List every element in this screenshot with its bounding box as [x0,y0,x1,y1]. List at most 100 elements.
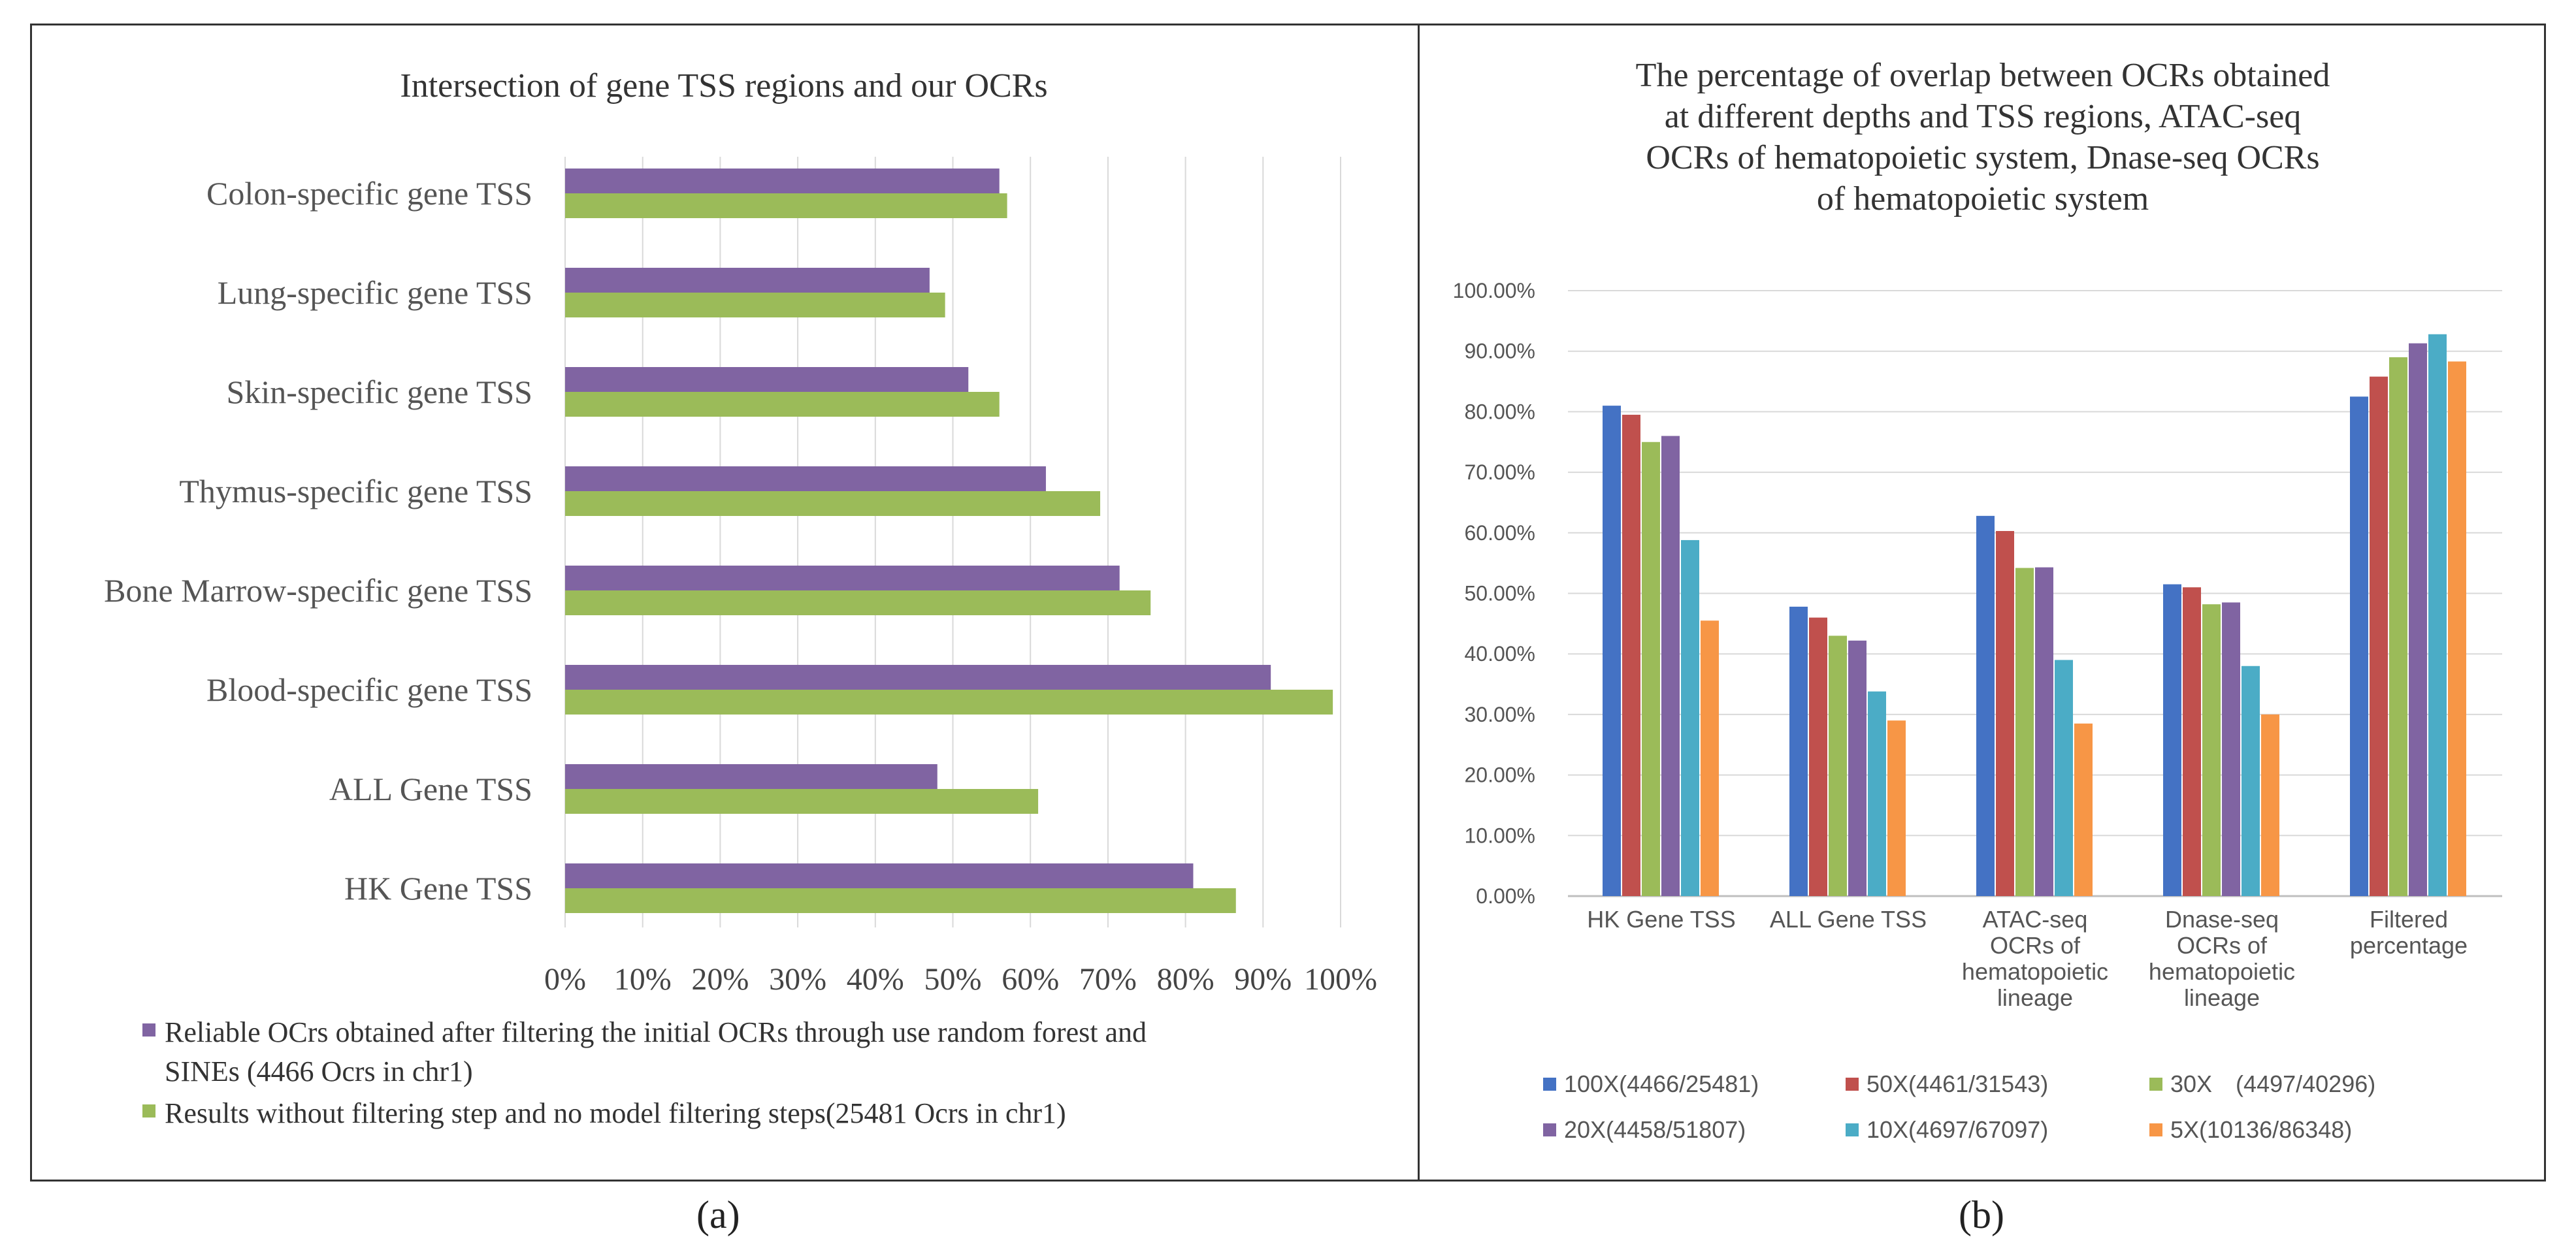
chart-a-x-tick-label: 20% [691,962,749,997]
chart-b-y-tick-label: 40.00% [1464,642,1535,666]
chart-a-legend-swatch [142,1104,155,1117]
chart-b-y-tick-label: 20.00% [1464,764,1535,787]
chart-a-bar [565,268,930,293]
chart-a-bar [565,169,1000,193]
chart-b-y-tick-label: 10.00% [1464,824,1535,847]
chart-a-legend-swatch [142,1023,155,1037]
chart-b-category-label: OCRs of [2177,932,2268,959]
chart-b-legend-label: 30X (4497/40296) [2170,1070,2375,1097]
chart-b-y-tick-label: 100.00% [1453,279,1535,302]
chart-a: Intersection of gene TSS regions and our… [104,67,1377,1129]
chart-a-x-tick-label: 40% [847,962,904,997]
chart-b-title-line: of hematopoietic system [1817,180,2149,217]
chart-b-bar [1976,515,1995,896]
chart-b-category-label: hematopoietic [2149,958,2295,985]
chart-a-x-tick-label: 90% [1234,962,1292,997]
chart-a-bar [565,392,1000,417]
panel-divider [1418,24,1420,1182]
chart-b-legend-label: 100X(4466/25481) [1564,1070,1759,1097]
chart-b-bar [2074,723,2093,896]
chart-b-bar [2261,714,2279,896]
chart-a-category-label: Skin-specific gene TSS [227,374,532,410]
chart-a-bar [565,193,1007,218]
chart-b-legend-label: 10X(4697/67097) [1867,1116,2048,1143]
chart-b-bar [2183,587,2201,896]
chart-b-legend-swatch [1543,1078,1556,1091]
chart-b-bar [1868,691,1886,896]
panel-label-a: (a) [696,1193,740,1236]
chart-a-bar [565,566,1120,590]
chart-a-category-label: Blood-specific gene TSS [206,671,532,708]
chart-b-title-line: at different depths and TSS regions, ATA… [1665,98,2302,135]
chart-a-category-label: Colon-specific gene TSS [206,175,532,212]
chart-a-bar [565,293,945,317]
chart-b-bar [2409,343,2427,896]
chart-b-category-label: Filtered [2370,906,2448,933]
chart-a-x-tick-label: 60% [1002,962,1059,997]
chart-a-category-label: HK Gene TSS [344,870,532,907]
chart-a-bar [565,764,937,789]
chart-b-bar [2202,604,2221,896]
chart-b-category-label: ATAC-seq [1983,906,2088,933]
chart-b-bar [2035,567,2053,896]
chart-b-y-tick-label: 60.00% [1464,521,1535,545]
chart-b-bar [1681,539,1699,896]
chart-b-bar [1603,406,1621,896]
chart-b-bar [2370,376,2388,896]
chart-b-y-tick-label: 50.00% [1464,582,1535,605]
chart-b-legend-swatch [1543,1123,1556,1136]
chart-b-category-label: ALL Gene TSS [1770,906,1927,933]
chart-b-y-tick-label: 30.00% [1464,703,1535,726]
chart-b-bar [1622,415,1640,896]
chart-b-category-label: OCRs of [1990,932,2081,959]
chart-a-x-tick-label: 70% [1079,962,1137,997]
chart-b-category-label: percentage [2350,932,2468,959]
chart-b-y-tick-label: 0.00% [1476,884,1535,908]
chart-b-legend-label: 5X(10136/86348) [2170,1116,2352,1143]
chart-b-bar [2350,396,2368,896]
chart-b-legend-swatch [1846,1078,1859,1091]
chart-b-bar [2448,361,2466,896]
chart-b-category-label: HK Gene TSS [1587,906,1735,933]
chart-a-title: Intersection of gene TSS regions and our… [400,67,1047,104]
chart-b-title-line: The percentage of overlap between OCRs o… [1636,57,2330,94]
chart-a-category-label: Bone Marrow-specific gene TSS [104,572,532,609]
chart-b-y-tick-label: 80.00% [1464,400,1535,423]
chart-b-y-tick-label: 70.00% [1464,460,1535,484]
chart-b-bar [2222,602,2240,896]
chart-b-legend-swatch [1846,1123,1859,1136]
chart-b-category-label: lineage [2184,984,2260,1011]
chart-b-category-label: hematopoietic [1962,958,2108,985]
chart-b-legend-label: 50X(4461/31543) [1867,1070,2048,1097]
chart-a-bar [565,888,1236,913]
panel-label-b: (b) [1959,1193,2004,1236]
chart-a-category-label: ALL Gene TSS [329,771,532,807]
chart-a-bar [565,590,1151,615]
chart-b-bar [1701,620,1719,896]
chart-b-legend-label: 20X(4458/51807) [1564,1116,1746,1143]
chart-b-bar [2428,334,2447,896]
chart-b-bar [1829,635,1847,896]
chart-b: The percentage of overlap between OCRs o… [1453,57,2502,1143]
chart-b-bar [2389,357,2407,896]
chart-a-bar [565,690,1333,715]
chart-b-category-label: Dnase-seq [2165,906,2279,933]
figure-frame [30,24,2546,1182]
chart-a-x-tick-label: 10% [614,962,672,997]
chart-a-bar [565,665,1271,690]
chart-a-category-label: Lung-specific gene TSS [218,274,532,311]
chart-a-x-tick-label: 100% [1304,962,1377,997]
chart-a-bar [565,367,969,392]
chart-b-bar [2055,660,2073,896]
chart-b-bar [2015,568,2034,896]
chart-b-category-label: lineage [1997,984,2073,1011]
chart-a-bar [565,466,1046,491]
chart-b-bar [1642,442,1660,896]
chart-b-legend-swatch [2149,1078,2162,1091]
chart-b-bar [1848,640,1867,896]
chart-a-legend-label: Reliable OCrs obtained after filtering t… [165,1016,1147,1048]
chart-a-bar [565,789,1039,814]
chart-b-bar [2242,666,2260,896]
chart-b-bar [1789,606,1808,896]
chart-a-bar [565,491,1101,516]
